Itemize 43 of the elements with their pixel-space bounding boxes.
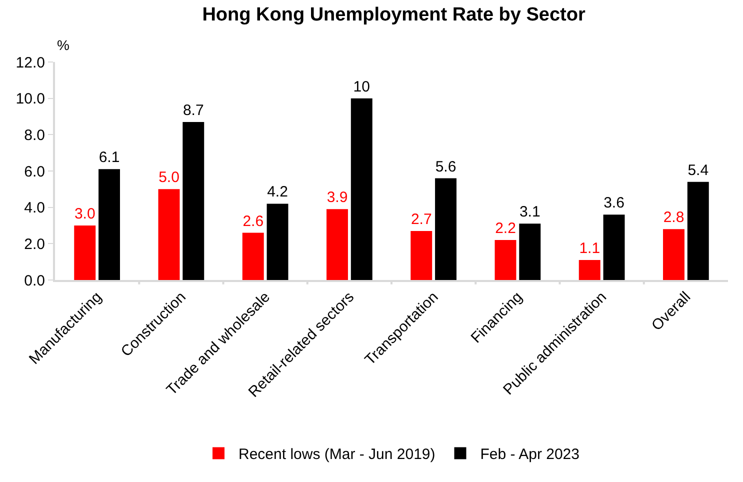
bar bbox=[326, 209, 348, 280]
y-tick-label: 4.0 bbox=[24, 200, 45, 217]
bar bbox=[603, 214, 625, 280]
data-label: 2.2 bbox=[495, 220, 516, 238]
bar bbox=[435, 178, 456, 280]
data-label: 3.6 bbox=[604, 194, 624, 212]
bar bbox=[242, 232, 264, 280]
bar bbox=[98, 169, 120, 280]
y-tick-label: 2.0 bbox=[24, 236, 45, 253]
data-label: 5.0 bbox=[158, 169, 180, 186]
bar bbox=[578, 260, 600, 280]
y-tick-label: 8.0 bbox=[24, 126, 45, 144]
bar bbox=[158, 189, 180, 280]
data-label: 4.2 bbox=[267, 184, 288, 201]
data-label: 5.6 bbox=[435, 158, 456, 176]
y-tick-label: 10.0 bbox=[16, 90, 45, 108]
bar bbox=[687, 182, 709, 280]
y-axis-title: % bbox=[57, 37, 70, 53]
data-label: 3.1 bbox=[519, 204, 540, 221]
y-tick-label: 12.0 bbox=[16, 54, 45, 72]
data-label: 3.0 bbox=[74, 206, 96, 222]
data-label: 2.7 bbox=[410, 210, 432, 228]
legend-label: Feb - Apr 2023 bbox=[480, 446, 580, 464]
data-label: 1.1 bbox=[579, 240, 600, 258]
data-label: 10 bbox=[353, 78, 370, 96]
chart-title: Hong Kong Unemployment Rate by Sector bbox=[202, 4, 586, 26]
data-label: 5.4 bbox=[688, 162, 709, 179]
y-tick-label: 6.0 bbox=[24, 163, 45, 180]
bar bbox=[410, 230, 432, 280]
bar bbox=[266, 204, 288, 280]
bar bbox=[74, 226, 96, 280]
y-tick-label: 0.0 bbox=[24, 272, 45, 290]
data-label: 2.8 bbox=[663, 209, 684, 226]
data-label: 6.1 bbox=[98, 149, 120, 166]
bar bbox=[494, 240, 516, 280]
bar bbox=[350, 98, 372, 280]
legend-label: Recent lows (Mar - Jun 2019) bbox=[238, 446, 436, 464]
bar bbox=[182, 122, 204, 280]
data-label: 2.6 bbox=[242, 212, 264, 230]
data-label: 3.9 bbox=[326, 189, 348, 206]
bar bbox=[663, 229, 684, 280]
bar bbox=[519, 224, 541, 280]
data-label: 8.7 bbox=[182, 102, 204, 119]
